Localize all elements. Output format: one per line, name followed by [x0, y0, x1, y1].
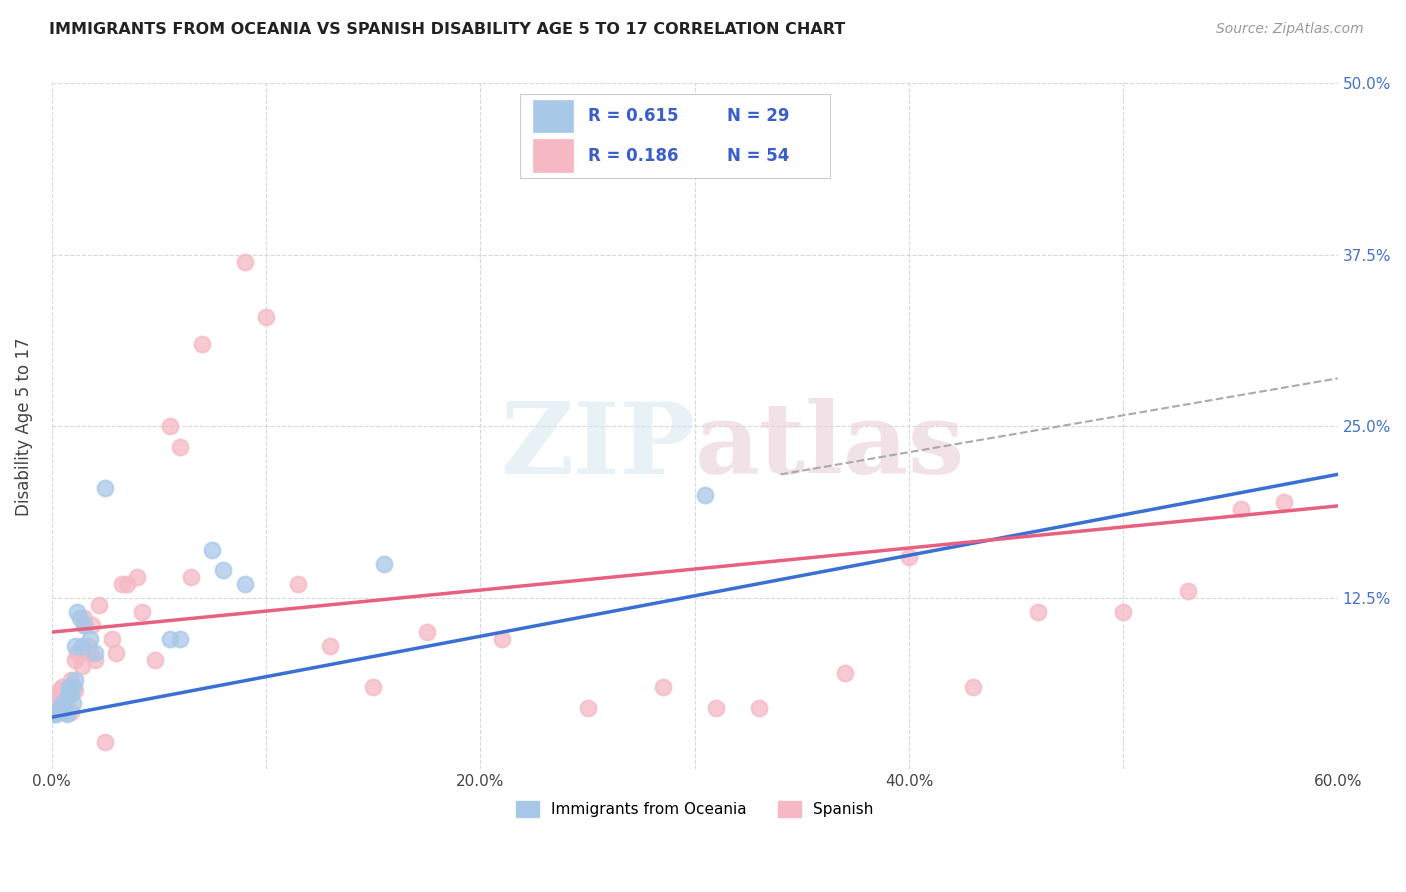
Point: [69, 611, 91, 625]
Point: [651, 680, 673, 694]
Point: [491, 632, 513, 646]
Text: Source: ZipAtlas.com: Source: ZipAtlas.com: [1216, 22, 1364, 37]
Point: [127, 570, 149, 584]
Point: [60, 687, 83, 701]
Point: [898, 549, 921, 564]
Point: [66, 646, 89, 660]
Point: [58, 682, 80, 697]
Point: [212, 563, 235, 577]
Point: [46, 690, 69, 705]
Point: [65, 652, 87, 666]
Point: [373, 557, 395, 571]
Point: [62, 680, 84, 694]
Point: [58, 680, 80, 694]
Point: [58, 680, 80, 694]
Text: N = 54: N = 54: [727, 146, 790, 164]
Point: [180, 570, 202, 584]
Point: [69, 646, 91, 660]
Point: [70, 659, 93, 673]
Point: [62, 697, 84, 711]
Point: [159, 632, 181, 646]
Point: [49, 682, 72, 697]
Point: [55, 707, 77, 722]
Point: [748, 700, 770, 714]
Text: R = 0.186: R = 0.186: [588, 146, 679, 164]
Point: [1272, 495, 1295, 509]
Point: [94, 481, 117, 495]
Point: [695, 488, 717, 502]
Point: [416, 625, 439, 640]
Point: [73, 611, 96, 625]
Bar: [533, 139, 572, 171]
Text: R = 0.615: R = 0.615: [588, 107, 679, 125]
Point: [94, 735, 117, 749]
Point: [201, 542, 224, 557]
Point: [233, 577, 256, 591]
Text: ZIP: ZIP: [499, 399, 695, 495]
Point: [834, 666, 856, 681]
Point: [53, 697, 76, 711]
Text: atlas: atlas: [695, 399, 965, 495]
Point: [62, 680, 84, 694]
Point: [79, 632, 101, 646]
Point: [46, 705, 69, 719]
Point: [45, 700, 67, 714]
Point: [115, 577, 138, 591]
Point: [42, 697, 65, 711]
Point: [233, 254, 256, 268]
Text: N = 29: N = 29: [727, 107, 790, 125]
Point: [42, 707, 65, 722]
Point: [131, 605, 153, 619]
Point: [962, 680, 984, 694]
Point: [576, 700, 599, 714]
Point: [51, 697, 73, 711]
Point: [73, 618, 96, 632]
Point: [65, 639, 87, 653]
Point: [73, 618, 96, 632]
Point: [55, 687, 77, 701]
Point: [169, 440, 191, 454]
Point: [169, 632, 191, 646]
Point: [105, 646, 128, 660]
Point: [159, 419, 181, 434]
Point: [1026, 605, 1049, 619]
Point: [319, 639, 342, 653]
Point: [83, 646, 105, 660]
Point: [87, 598, 110, 612]
Point: [60, 673, 83, 687]
Point: [254, 310, 277, 324]
Point: [45, 707, 67, 722]
Point: [53, 705, 76, 719]
Point: [287, 577, 309, 591]
Point: [79, 646, 101, 660]
Point: [361, 680, 384, 694]
Point: [70, 639, 93, 653]
Point: [65, 673, 87, 687]
Point: [77, 639, 100, 653]
Point: [191, 337, 214, 351]
Point: [1230, 501, 1253, 516]
Point: [49, 700, 72, 714]
Bar: [533, 100, 572, 132]
Point: [1177, 584, 1199, 599]
Point: [143, 652, 166, 666]
Point: [704, 700, 727, 714]
Legend: Immigrants from Oceania, Spanish: Immigrants from Oceania, Spanish: [510, 795, 879, 823]
Point: [100, 632, 122, 646]
Point: [83, 652, 105, 666]
Y-axis label: Disability Age 5 to 17: Disability Age 5 to 17: [15, 337, 32, 516]
Point: [111, 577, 134, 591]
Point: [51, 680, 73, 694]
Point: [65, 682, 87, 697]
Point: [60, 705, 83, 719]
Point: [55, 690, 77, 705]
Point: [82, 618, 104, 632]
Point: [66, 605, 89, 619]
Text: IMMIGRANTS FROM OCEANIA VS SPANISH DISABILITY AGE 5 TO 17 CORRELATION CHART: IMMIGRANTS FROM OCEANIA VS SPANISH DISAB…: [49, 22, 845, 37]
Point: [1112, 605, 1135, 619]
